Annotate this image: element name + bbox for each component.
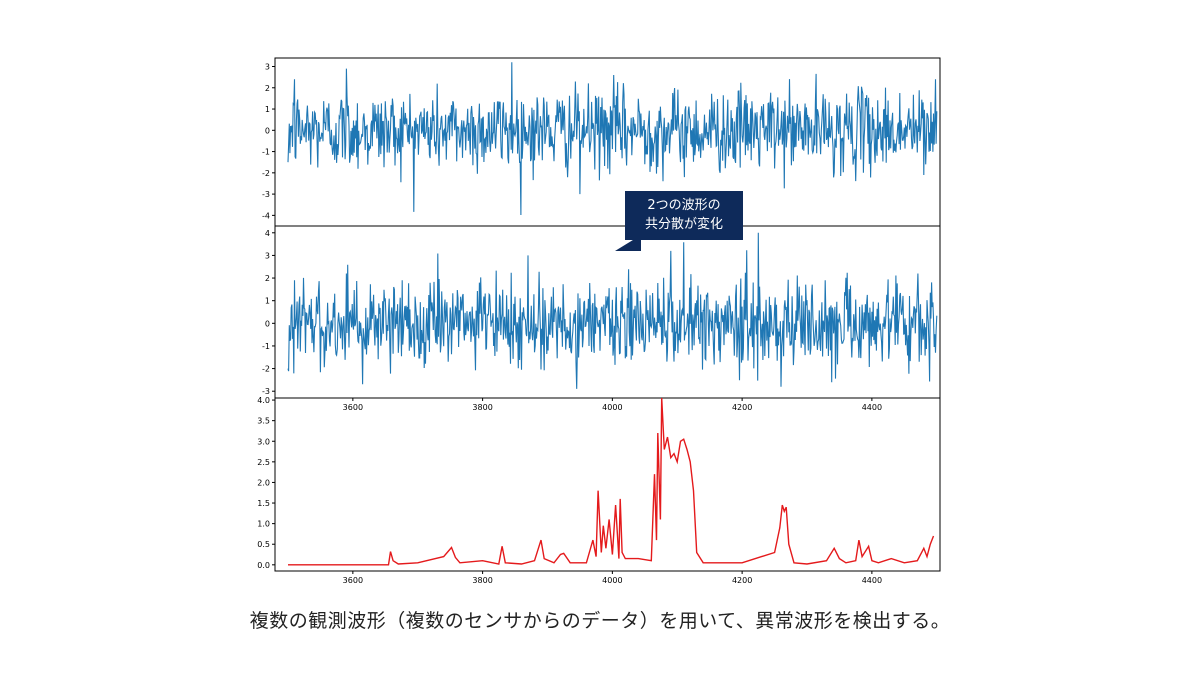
y-tick-label: -1: [262, 342, 270, 351]
plot-frame: [274, 397, 941, 572]
y-tick-label: 3.5: [257, 417, 270, 426]
y-tick-label: -3: [262, 190, 270, 199]
x-tick-label: 4400: [862, 576, 882, 585]
waveform-line: [287, 62, 938, 216]
y-tick-label: -2: [262, 365, 270, 374]
waveform-panel-1: -4 -3 -2 -1 0 1 2 3: [262, 57, 941, 227]
x-tick-label: 3800: [472, 403, 492, 412]
y-tick-label: 4: [265, 229, 270, 238]
y-tick-label: 1.0: [257, 520, 270, 529]
figure-caption: 複数の観測波形（複数のセンサからのデータ）を用いて、異常波形を検出する。: [249, 610, 951, 632]
y-tick-label: 2.0: [257, 478, 270, 487]
y-tick-label: 1: [265, 297, 270, 306]
y-tick-label: -2: [262, 169, 270, 178]
y-tick-label: 3.0: [257, 437, 270, 446]
y-tick-label: 0.0: [257, 561, 270, 570]
y-tick-label: 0.5: [257, 540, 270, 549]
y-tick-label: 2: [265, 274, 270, 283]
y-tick-label: 1: [265, 105, 270, 114]
y-tick-label: 3: [265, 63, 270, 72]
anomaly-score-line: [288, 397, 935, 566]
x-tick-label: 4200: [732, 403, 752, 412]
y-tick-label: 1.5: [257, 499, 270, 508]
y-tick-label: 0: [265, 126, 270, 135]
covariance-change-callout: 2つの波形の 共分散が変化: [625, 191, 743, 240]
y-tick-label: 2.5: [257, 458, 270, 467]
x-tick-label: 4400: [862, 403, 882, 412]
y-tick-label: -3: [262, 387, 270, 396]
anomaly-score-panel: 0.0 0.5 1.0 1.5 2.0 2.5 3.0 3.5 4.0 3600 3800 4000 4…: [257, 396, 941, 585]
y-tick-label: 0: [265, 319, 270, 328]
y-tick-label: 2: [265, 84, 270, 93]
x-tick-label: 3600: [343, 403, 363, 412]
waveform-panel-2: -3 -2 -1 0 1 2 3 4 3600 3800 4000 4200 4400: [262, 225, 941, 412]
waveform-line: [287, 232, 938, 389]
plot-frame: [274, 225, 941, 399]
callout-line-1: 2つの波形の: [647, 198, 721, 213]
x-tick-label: 4000: [602, 576, 622, 585]
y-tick-label: -4: [262, 211, 270, 220]
x-tick-label: 4200: [732, 576, 752, 585]
x-tick-label: 3600: [343, 576, 363, 585]
y-tick-label: -1: [262, 148, 270, 157]
x-tick-label: 4000: [602, 403, 622, 412]
y-tick-label: 4.0: [257, 396, 270, 405]
y-tick-label: 3: [265, 251, 270, 260]
x-tick-label: 3800: [472, 576, 492, 585]
callout-line-2: 共分散が変化: [644, 217, 723, 232]
